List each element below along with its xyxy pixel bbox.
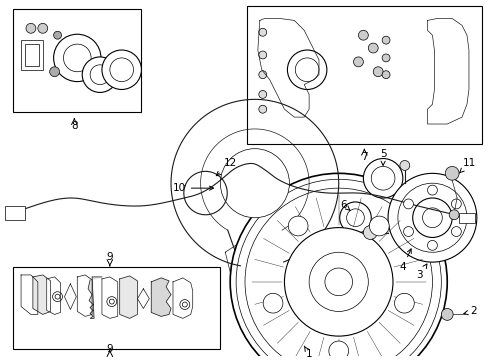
- Circle shape: [263, 293, 283, 313]
- Polygon shape: [173, 278, 193, 318]
- Circle shape: [445, 166, 459, 180]
- Circle shape: [259, 90, 267, 98]
- Text: 4: 4: [399, 249, 411, 272]
- Circle shape: [364, 226, 377, 239]
- Circle shape: [309, 252, 368, 311]
- Bar: [13, 267, 220, 349]
- Circle shape: [413, 198, 452, 238]
- Circle shape: [53, 34, 101, 82]
- Text: 7: 7: [361, 152, 368, 162]
- Circle shape: [259, 71, 267, 78]
- Circle shape: [230, 173, 447, 360]
- Circle shape: [26, 23, 36, 33]
- Polygon shape: [77, 275, 92, 316]
- Bar: [25, 44, 39, 66]
- Text: 3: 3: [416, 264, 427, 280]
- Circle shape: [220, 149, 290, 218]
- Circle shape: [64, 44, 91, 72]
- Polygon shape: [88, 277, 102, 318]
- Circle shape: [82, 57, 118, 93]
- Circle shape: [288, 216, 308, 236]
- Bar: [21, 40, 43, 70]
- Text: 1: 1: [304, 346, 313, 359]
- Circle shape: [382, 54, 390, 62]
- Circle shape: [451, 226, 461, 237]
- Circle shape: [110, 58, 133, 82]
- Circle shape: [441, 309, 453, 320]
- Circle shape: [404, 199, 414, 209]
- Circle shape: [288, 50, 327, 90]
- Circle shape: [427, 240, 438, 250]
- Bar: [459, 213, 475, 223]
- Circle shape: [382, 36, 390, 44]
- Polygon shape: [427, 18, 469, 124]
- Text: 11: 11: [459, 158, 476, 173]
- Circle shape: [245, 188, 433, 360]
- Circle shape: [236, 179, 441, 360]
- Circle shape: [53, 31, 62, 39]
- Circle shape: [368, 43, 378, 53]
- Circle shape: [373, 67, 383, 77]
- Circle shape: [259, 28, 267, 36]
- Polygon shape: [151, 278, 171, 316]
- Circle shape: [359, 30, 368, 40]
- Circle shape: [398, 183, 467, 252]
- Text: 9: 9: [106, 252, 113, 262]
- Circle shape: [404, 226, 414, 237]
- Polygon shape: [21, 275, 38, 314]
- Circle shape: [295, 58, 319, 82]
- Circle shape: [388, 173, 477, 262]
- Polygon shape: [47, 277, 61, 314]
- Circle shape: [346, 209, 365, 226]
- Polygon shape: [102, 277, 118, 318]
- Text: 12: 12: [216, 158, 237, 176]
- Text: 6: 6: [341, 200, 350, 210]
- Polygon shape: [120, 276, 138, 318]
- Circle shape: [38, 23, 48, 33]
- Bar: [5, 206, 25, 220]
- Bar: [13, 9, 142, 112]
- Circle shape: [90, 65, 110, 85]
- Polygon shape: [33, 275, 50, 314]
- Circle shape: [353, 57, 364, 67]
- Circle shape: [400, 161, 410, 170]
- Circle shape: [364, 158, 403, 198]
- Text: 10: 10: [172, 183, 214, 193]
- Circle shape: [369, 216, 389, 236]
- Circle shape: [394, 293, 414, 313]
- Circle shape: [259, 51, 267, 59]
- Circle shape: [451, 199, 461, 209]
- Text: 9: 9: [106, 344, 113, 354]
- Circle shape: [102, 50, 142, 90]
- Circle shape: [259, 105, 267, 113]
- Circle shape: [371, 166, 395, 190]
- Text: 2: 2: [464, 306, 477, 316]
- Circle shape: [340, 202, 371, 234]
- Circle shape: [422, 208, 442, 228]
- Text: 5: 5: [380, 149, 387, 165]
- Circle shape: [285, 228, 393, 336]
- Circle shape: [427, 185, 438, 195]
- Circle shape: [49, 67, 59, 77]
- Circle shape: [329, 341, 348, 360]
- Circle shape: [325, 268, 352, 296]
- Text: 8: 8: [71, 121, 77, 131]
- Polygon shape: [258, 18, 319, 117]
- Bar: [247, 6, 482, 144]
- Circle shape: [382, 71, 390, 78]
- Circle shape: [449, 210, 459, 220]
